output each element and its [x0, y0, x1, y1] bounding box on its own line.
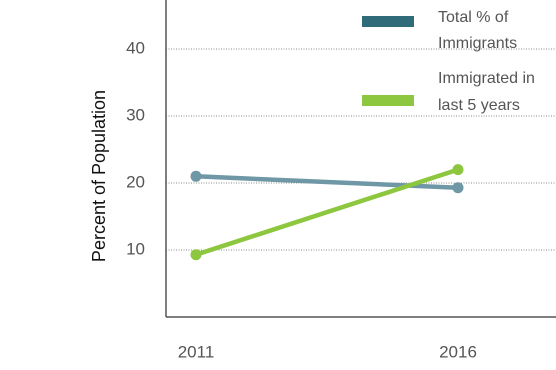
y-axis-label: Percent of Population — [89, 90, 109, 262]
x-tick-label: 2011 — [178, 342, 215, 361]
data-point-0-0 — [190, 170, 202, 182]
x-tick-labels: 2011 2016 — [178, 342, 477, 361]
axes — [165, 0, 556, 318]
y-tick-labels: 10 20 30 40 — [126, 38, 145, 258]
series-line-1 — [193, 167, 461, 257]
data-point-0-1 — [452, 182, 464, 194]
legend-label: Immigrants — [438, 35, 517, 52]
legend-label: Immigrated in — [438, 70, 535, 87]
gridlines — [166, 48, 556, 251]
legend-swatch-1 — [362, 95, 414, 106]
data-point-1-0 — [190, 249, 202, 261]
y-tick-label: 10 — [126, 239, 145, 258]
x-tick-label: 2016 — [439, 342, 477, 361]
legend: Total % of Immigrants Immigrated in last 5 … — [362, 9, 535, 114]
legend-label: last 5 years — [438, 97, 520, 114]
data-point-1-1 — [452, 164, 464, 176]
y-tick-label: 30 — [126, 105, 145, 124]
series-lines — [190, 164, 464, 261]
legend-label: Total % of — [438, 9, 509, 26]
y-tick-label: 20 — [126, 172, 145, 191]
legend-swatch-0 — [362, 16, 414, 27]
y-tick-label: 40 — [126, 38, 145, 57]
